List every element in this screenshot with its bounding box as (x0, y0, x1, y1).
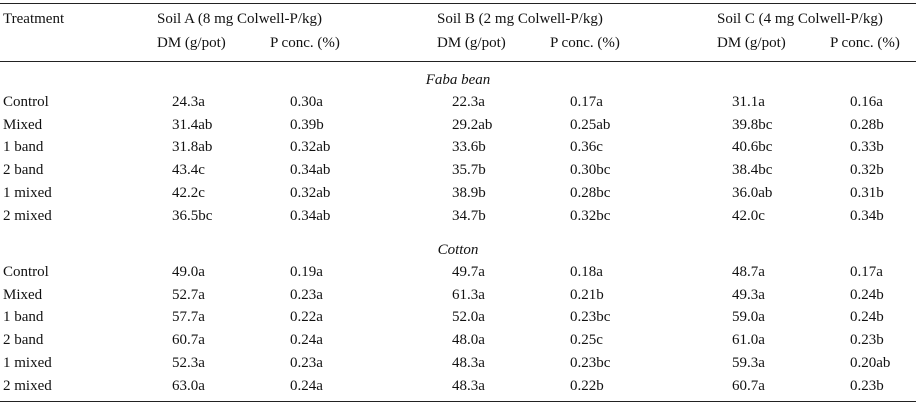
table-cell: 34.7b (452, 207, 486, 224)
treatment-label: 2 band (3, 162, 44, 179)
table-cell: 42.2c (172, 184, 205, 201)
section-title: Cotton (437, 242, 479, 258)
table-cell: 0.22a (290, 309, 323, 326)
treatment-label: Control (3, 264, 49, 280)
table-cell: 57.7a (172, 309, 205, 326)
table-cell: 0.36c (570, 139, 603, 156)
table-cell: 0.22b (570, 377, 604, 394)
soil-a-dm-header: DM (g/pot) (157, 35, 226, 51)
table-cell: 0.28bc (570, 184, 611, 201)
soil-a-header: Soil A (8 mg Colwell-P/kg) (157, 11, 323, 27)
table-cell: 31.8ab (172, 139, 213, 156)
table-cell: 43.4c (172, 162, 205, 179)
table-cell: 52.0a (452, 309, 485, 326)
table-cell: 0.30bc (570, 162, 611, 179)
table-cell: 0.17a (570, 94, 603, 110)
table-cell: 0.28b (850, 116, 884, 133)
treatment-label: 1 mixed (3, 354, 52, 371)
soil-b-dm-header: DM (g/pot) (437, 35, 506, 51)
table-cell: 35.7b (452, 162, 486, 179)
table-cell: 49.7a (452, 264, 485, 280)
table-cell: 42.0c (732, 207, 765, 224)
table-cell: 52.3a (172, 354, 205, 371)
table-cell: 0.23a (290, 354, 323, 371)
treatment-label: 1 mixed (3, 184, 52, 201)
table-cell: 0.19a (290, 264, 323, 280)
table-cell: 0.32ab (290, 184, 331, 201)
treatment-label: 1 band (3, 309, 44, 326)
table-cell: 31.1a (732, 94, 765, 110)
table-cell: 0.24a (290, 377, 323, 394)
table-cell: 48.3a (452, 377, 485, 394)
table-cell: 0.23a (290, 286, 323, 303)
table-cell: 40.6bc (732, 139, 773, 156)
table-cell: 0.32ab (290, 139, 331, 156)
table-cell: 52.7a (172, 286, 205, 303)
table-cell: 0.17a (850, 264, 883, 280)
table-cell: 0.39b (290, 116, 324, 133)
treatment-label: Control (3, 94, 49, 110)
treatment-label: 1 band (3, 139, 44, 156)
table-cell: 59.3a (732, 354, 765, 371)
treatment-label: Mixed (3, 286, 43, 303)
treatment-label: 2 band (3, 332, 44, 349)
soil-c-pconc-header: P conc. (%) (830, 35, 900, 51)
table-cell: 0.20ab (850, 354, 891, 371)
soil-b-pconc-header: P conc. (%) (550, 35, 620, 51)
table-cell: 61.3a (452, 286, 485, 303)
soil-a-pconc-header: P conc. (%) (270, 35, 340, 51)
table-cell: 0.33b (850, 139, 884, 156)
table-cell: 29.2ab (452, 116, 493, 133)
treatment-label: Mixed (3, 116, 43, 133)
table-cell: 48.3a (452, 354, 485, 371)
table-cell: 0.16a (850, 94, 883, 110)
table-cell: 39.8bc (732, 116, 773, 133)
table-cell: 48.0a (452, 332, 485, 349)
table-cell: 0.34b (850, 207, 884, 224)
table-cell: 49.0a (172, 264, 205, 280)
table-cell: 0.32b (850, 162, 884, 179)
table-cell: 38.9b (452, 184, 486, 201)
table-cell: 0.23b (850, 332, 884, 349)
treatment-header: Treatment (3, 11, 65, 27)
table-cell: 0.23bc (570, 354, 611, 371)
table-cell: 0.31b (850, 184, 884, 201)
soil-c-dm-header: DM (g/pot) (717, 35, 786, 51)
table-cell: 48.7a (732, 264, 765, 280)
table-cell: 0.34ab (290, 207, 331, 224)
table-cell: 0.24a (290, 332, 323, 349)
table-cell: 31.4ab (172, 116, 213, 133)
table-cell: 38.4bc (732, 162, 773, 179)
soil-b-header: Soil B (2 mg Colwell-P/kg) (437, 11, 603, 27)
table-cell: 0.25ab (570, 116, 611, 133)
table-cell: 0.34ab (290, 162, 331, 179)
bottom-rule (0, 401, 916, 402)
table-cell: 0.23b (850, 377, 884, 394)
table-cell: 36.0ab (732, 184, 773, 201)
table-cell: 22.3a (452, 94, 485, 110)
table-cell: 61.0a (732, 332, 765, 349)
table-cell: 59.0a (732, 309, 765, 326)
header-rule (0, 61, 916, 62)
table-cell: 60.7a (732, 377, 765, 394)
table-cell: 49.3a (732, 286, 765, 303)
table-cell: 63.0a (172, 377, 205, 394)
table-cell: 24.3a (172, 94, 205, 110)
section-title: Faba bean (425, 72, 491, 88)
treatment-label: 2 mixed (3, 377, 52, 394)
table-cell: 0.21b (570, 286, 604, 303)
table-cell: 0.30a (290, 94, 323, 110)
table-cell: 0.32bc (570, 207, 611, 224)
top-rule (0, 3, 916, 4)
table-cell: 0.25c (570, 332, 603, 349)
table-cell: 33.6b (452, 139, 486, 156)
table-cell: 0.24b (850, 309, 884, 326)
table-cell: 0.24b (850, 286, 884, 303)
table-cell: 0.18a (570, 264, 603, 280)
treatment-label: 2 mixed (3, 207, 52, 224)
soil-c-header: Soil C (4 mg Colwell-P/kg) (717, 11, 883, 27)
table-cell: 0.23bc (570, 309, 611, 326)
table-cell: 60.7a (172, 332, 205, 349)
table-cell: 36.5bc (172, 207, 213, 224)
